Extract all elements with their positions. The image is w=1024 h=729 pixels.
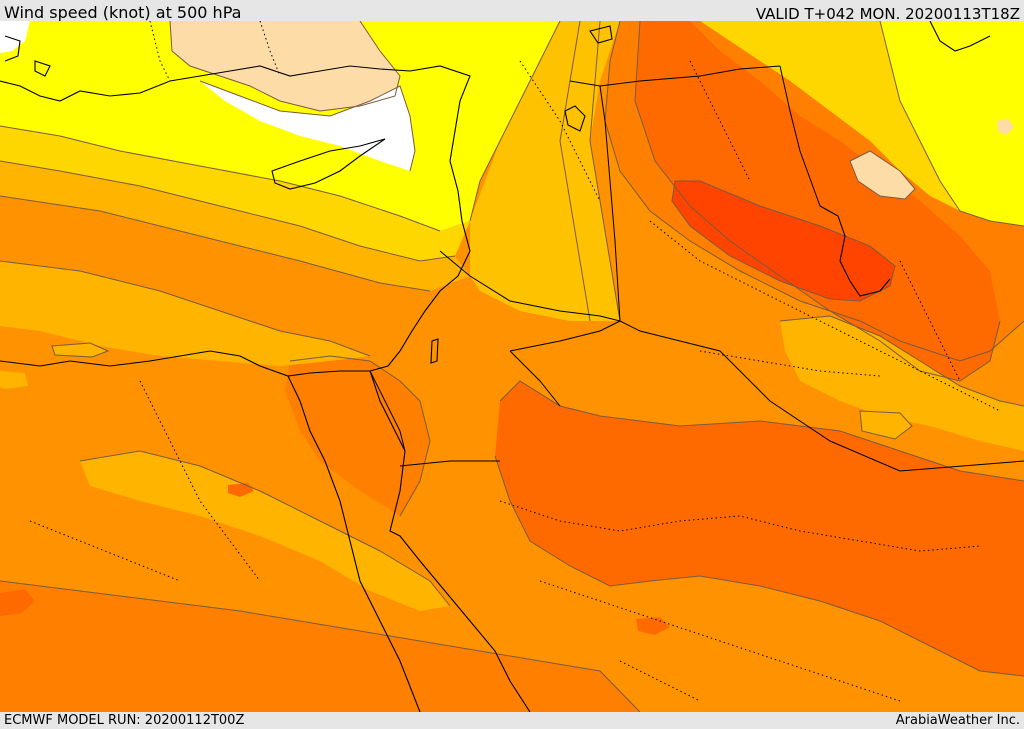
wind-band-strong-patch-2 xyxy=(0,371,28,389)
wind-band-very-light-ne-2 xyxy=(997,119,1014,135)
wind-band-strong-patch-1 xyxy=(52,343,108,357)
wind-band-very-strong-sinai xyxy=(285,356,430,516)
valid-time: VALID T+042 MON. 20200113T18Z xyxy=(755,5,1020,23)
wind-band-intense-south xyxy=(495,381,1024,676)
map-title: Wind speed (knot) at 500 hPa xyxy=(4,3,242,22)
wind-band-intense-patch-2 xyxy=(636,617,670,635)
footer-bar: ECMWF MODEL RUN: 20200112T00Z ArabiaWeat… xyxy=(0,712,1024,729)
wind-band-moderate-strong-iraq xyxy=(780,316,1024,451)
wind-band-intense-patch-1 xyxy=(0,589,35,616)
wind-band-moderate-levant xyxy=(470,21,620,321)
wind-speed-map[interactable] xyxy=(0,21,1024,712)
wind-band-very-light-nw xyxy=(0,21,30,53)
model-run: ECMWF MODEL RUN: 20200112T00Z xyxy=(4,713,245,728)
header-bar: Wind speed (knot) at 500 hPa VALID T+042… xyxy=(0,0,1024,23)
country-borders xyxy=(369,65,1024,472)
contour-lines xyxy=(0,21,1024,712)
wind-band-calm xyxy=(200,81,415,171)
wind-band-moderate-west xyxy=(0,126,470,261)
coastlines xyxy=(0,21,991,712)
wind-band-very-light-ne xyxy=(850,151,915,199)
wind-band-moderate-strong xyxy=(0,161,470,291)
wind-band-moderate-strong-south xyxy=(0,261,370,366)
wind-band-very-strong-sw xyxy=(0,581,640,712)
wind-band-jet-core xyxy=(672,181,895,301)
wind-band-moderate-strong-patch xyxy=(860,411,912,439)
wind-band-very-light-north xyxy=(170,21,400,111)
wind-band-light-east xyxy=(880,21,1024,226)
wind-band-intense-patch-3 xyxy=(228,483,254,497)
credit-text: ArabiaWeather Inc. xyxy=(895,713,1020,728)
wind-band-intense xyxy=(635,21,1000,381)
dead-sea xyxy=(430,338,439,364)
cyprus-coast xyxy=(271,138,386,190)
province-borders xyxy=(29,21,1001,702)
map-canvas xyxy=(0,21,1024,712)
